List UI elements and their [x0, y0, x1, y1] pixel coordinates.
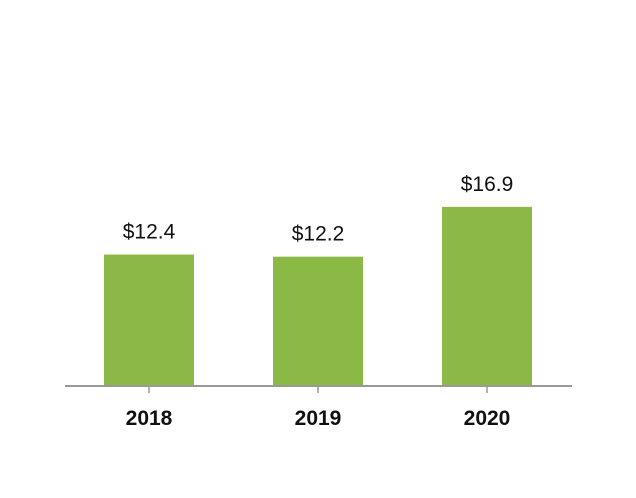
bars-group [104, 206, 532, 386]
x-axis-tick-labels-group: 2018 2019 2020 [126, 407, 511, 430]
bar-2019 [273, 256, 363, 386]
data-label-2020: $16.9 [461, 173, 514, 196]
x-tick-label-2018: 2018 [126, 407, 173, 430]
data-label-2018: $12.4 [123, 221, 176, 244]
x-axis-ticks-group [148, 386, 488, 393]
bar-2020 [442, 206, 532, 386]
bar-2018 [104, 254, 194, 386]
x-tick-label-2019: 2019 [295, 407, 342, 430]
data-label-2019: $12.2 [292, 223, 345, 246]
value-labels-group: $12.4 $12.2 $16.9 [123, 173, 514, 246]
x-tick-label-2020: 2020 [464, 407, 511, 430]
